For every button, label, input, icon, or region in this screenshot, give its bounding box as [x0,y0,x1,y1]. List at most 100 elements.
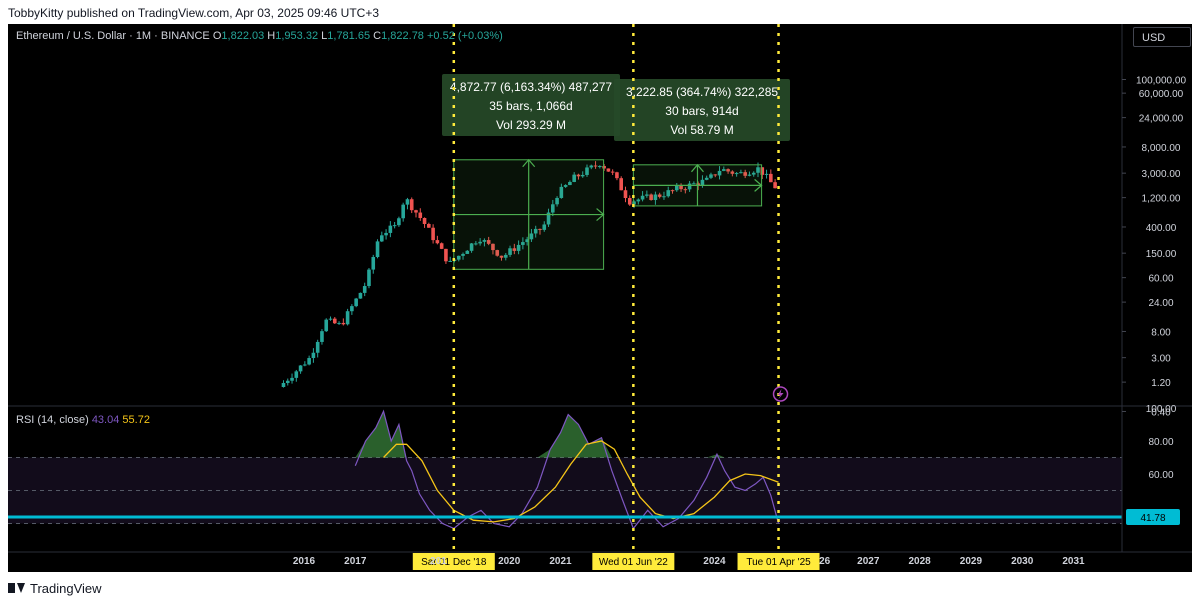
time-tick-label: 2030 [1011,556,1034,567]
candle-body [615,172,619,179]
candle-body [687,183,692,190]
rsi-legend[interactable]: RSI (14, close) 43.04 55.72 [16,414,150,426]
price-tick-label: 60.00 [1148,274,1173,285]
chart-panel[interactable]: 4,872.77 (6,163.34%) 487,277 35 bars, 1,0… [8,24,1192,572]
candle-body [666,190,671,197]
measure-arrow-head [522,158,536,168]
candle-body [559,186,564,198]
candle-body [495,250,500,256]
price-tick-label: 0.40 [1151,407,1171,418]
price-tick-label: 1,200.00 [1142,194,1181,205]
candle-body [645,194,649,196]
rsi-tick-label: 80.00 [1148,437,1173,448]
candle-body [598,165,602,167]
candle-body [589,165,594,168]
candle-body [717,170,722,176]
candle-body [401,204,405,219]
candle-body [542,224,547,230]
candle-body [773,182,777,189]
candle-body [307,358,311,365]
candle-body [602,165,606,169]
candle-body [726,169,730,172]
candle-body [525,239,529,243]
candle-body [298,365,303,372]
measure-arrow-head [754,178,763,192]
symbol-legend[interactable]: Ethereum / U.S. Dollar · 1M · BINANCE O1… [16,30,503,42]
candle-body [576,174,581,177]
candle-body [533,228,538,234]
date-marker-label: Sat 01 Dec '18 [421,557,487,568]
candle-body [657,194,662,197]
candle-body [341,322,346,325]
price-chart-svg[interactable]: 4,872.77 (6,163.34%) 487,277 35 bars, 1,0… [8,24,1192,572]
candle-body [619,178,624,191]
candle-body [482,240,487,242]
candle-body [610,171,615,173]
candle-body [478,241,482,244]
measure-label-line: Vol 293.29 M [496,118,566,132]
time-tick-label: 2028 [908,556,931,567]
candle-body [503,254,508,258]
price-tick-label: 8.00 [1151,327,1171,338]
publisher-text: TobbyKitty published on TradingView.com,… [8,6,380,20]
date-marker-label: Tue 01 Apr '25 [746,557,811,568]
candle-body [332,318,337,324]
candle-body [499,255,504,258]
candle-body [555,197,559,205]
rsi-value: 43.04 [91,414,120,426]
candle-body [486,240,491,244]
measure-label-line: 30 bars, 914d [665,104,738,118]
publisher-bar: TobbyKitty published on TradingView.com,… [0,0,1200,24]
measure-label-line: 35 bars, 1,066d [489,99,572,113]
candle-body [696,183,700,186]
currency-selector[interactable]: USD [1133,27,1191,47]
candle-body [388,225,393,233]
rsi-line [354,409,780,530]
time-tick-label: 2020 [498,556,521,567]
candle-body [465,250,470,254]
low-value: 1,781.65 [327,30,371,42]
candle-body [521,242,525,245]
candle-body [350,306,354,312]
candle-body [670,190,675,192]
candle-body [384,232,388,236]
candle-body [572,174,576,182]
candle-body [469,243,474,251]
candle-body [730,171,735,174]
footer[interactable]: TradingView [8,578,102,598]
cursor-value-label: 41.78 [1140,513,1165,524]
candle-body [751,172,756,175]
candle-body [623,190,628,199]
candle-body [636,199,641,202]
price-tick-label: 100,000.00 [1136,76,1186,87]
candle-body [760,167,765,175]
candle-body [734,173,739,175]
candle-body [427,223,431,228]
candle-body [422,217,427,224]
rsi-ma-line [383,440,779,523]
candle-body [769,173,773,183]
time-tick-label: 2031 [1062,556,1085,567]
candle-body [461,253,465,256]
candle-body [529,233,534,240]
candle-body [700,179,705,186]
candle-body [371,257,376,270]
candle-body [709,174,713,178]
candle-body [290,377,294,381]
candle-body [653,194,658,201]
candle-body [739,172,743,174]
candle-body [315,341,320,353]
candle-body [380,235,384,242]
candle-body [303,364,307,366]
low-label: L [321,30,328,42]
price-tick-label: 24.00 [1148,298,1173,309]
candle-body [580,174,585,177]
time-tick-label: 2024 [703,556,726,567]
time-tick-label: 201 [430,556,447,567]
candle-body [414,210,418,213]
time-tick-label: 2027 [857,556,880,567]
time-tick-label: 2017 [344,556,367,567]
candle-body [418,212,423,218]
candle-body [474,243,478,245]
rsi-tick-label: 100.00 [1146,404,1177,415]
